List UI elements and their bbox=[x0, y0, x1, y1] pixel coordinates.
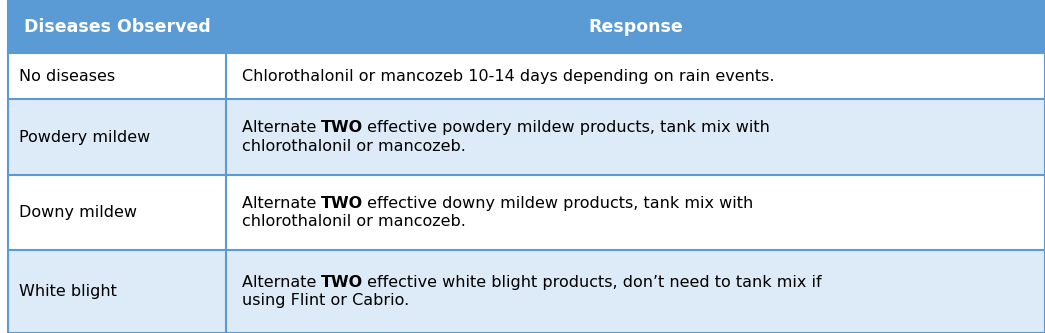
Text: Alternate: Alternate bbox=[241, 121, 321, 136]
Text: chlorothalonil or mancozeb.: chlorothalonil or mancozeb. bbox=[241, 214, 465, 229]
Text: effective white blight products, don’t need to tank mix if: effective white blight products, don’t n… bbox=[363, 275, 821, 290]
Text: using Flint or Cabrio.: using Flint or Cabrio. bbox=[241, 293, 409, 308]
Text: No diseases: No diseases bbox=[19, 69, 115, 84]
FancyBboxPatch shape bbox=[8, 175, 1045, 250]
Text: effective downy mildew products, tank mix with: effective downy mildew products, tank mi… bbox=[363, 196, 753, 211]
FancyBboxPatch shape bbox=[8, 99, 1045, 175]
Text: Powdery mildew: Powdery mildew bbox=[19, 130, 149, 145]
Text: TWO: TWO bbox=[321, 121, 363, 136]
FancyBboxPatch shape bbox=[8, 250, 1045, 333]
Text: TWO: TWO bbox=[321, 196, 363, 211]
Text: Alternate: Alternate bbox=[241, 275, 321, 290]
Text: effective powdery mildew products, tank mix with: effective powdery mildew products, tank … bbox=[363, 121, 770, 136]
Text: Diseases Observed: Diseases Observed bbox=[24, 18, 210, 36]
FancyBboxPatch shape bbox=[8, 0, 1045, 53]
Text: Response: Response bbox=[588, 18, 682, 36]
Text: TWO: TWO bbox=[321, 275, 363, 290]
Text: chlorothalonil or mancozeb.: chlorothalonil or mancozeb. bbox=[241, 139, 465, 154]
Text: White blight: White blight bbox=[19, 284, 117, 299]
Text: Chlorothalonil or mancozeb 10-14 days depending on rain events.: Chlorothalonil or mancozeb 10-14 days de… bbox=[241, 69, 774, 84]
Text: Alternate: Alternate bbox=[241, 196, 321, 211]
FancyBboxPatch shape bbox=[8, 53, 1045, 99]
Text: Downy mildew: Downy mildew bbox=[19, 205, 137, 220]
